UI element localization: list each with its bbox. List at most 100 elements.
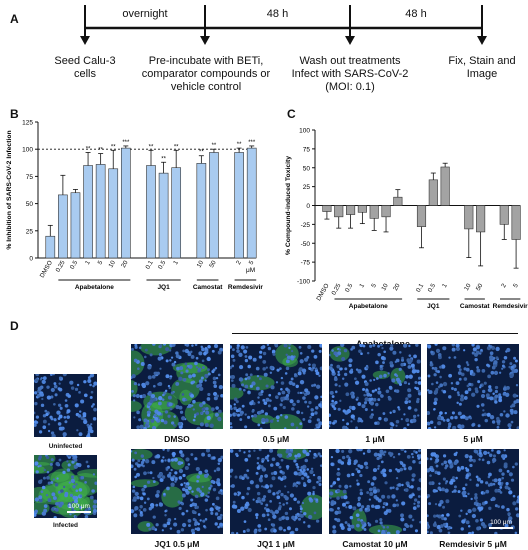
nucleus [433,426,437,429]
nucleus [75,483,78,486]
nucleus [69,380,74,385]
nucleus [427,521,429,524]
nucleus [233,397,238,402]
nucleus [253,414,258,418]
nucleus [455,344,460,348]
nucleus [156,490,161,494]
nucleus [498,398,503,403]
nucleus [482,389,486,394]
nucleus [67,455,71,457]
nucleus [498,468,503,473]
nucleus [299,513,304,518]
micrograph-uninfected [34,374,97,437]
nucleus [41,485,46,490]
nucleus [255,516,259,519]
nucleus [170,421,175,425]
nucleus [304,357,309,362]
nucleus [230,425,233,429]
nucleus [446,418,450,422]
nucleus [345,392,350,397]
micrograph-7: 100 μm [427,449,519,534]
nucleus [43,504,48,508]
nucleus [362,452,366,455]
nucleus [427,411,431,415]
nucleus [255,366,260,371]
nucleus [132,485,136,489]
nucleus [372,468,378,473]
nucleus [204,347,208,350]
nucleus [506,347,511,353]
nucleus [181,512,185,516]
nucleus [196,475,200,479]
nucleus [489,396,494,401]
nucleus [178,476,183,480]
nucleus [198,470,203,475]
nucleus [494,389,498,394]
nucleus [190,350,193,354]
nucleus [134,475,137,479]
nucleus [479,518,484,522]
nucleus [363,393,367,397]
nucleus [143,426,147,429]
nucleus [478,458,481,461]
nucleus [495,356,499,360]
nucleus [205,449,211,453]
micrograph-6-svg [329,449,421,534]
nucleus [148,407,151,411]
nucleus [392,455,396,459]
interval-label-48h-1: 48 h [266,8,289,20]
nucleus [430,350,433,354]
nucleus [256,491,261,496]
nucleus [439,365,443,369]
nucleus [479,480,484,484]
nucleus [314,411,318,415]
nucleus [147,471,150,474]
nucleus [77,503,80,506]
bar [83,165,93,259]
nucleus [210,511,214,515]
nucleus [413,450,416,453]
nucleus [349,485,352,488]
micrograph-0 [131,344,223,429]
nucleus [146,410,151,415]
infection-stain [276,449,309,460]
nucleus [198,351,203,356]
bar [346,205,356,215]
nucleus [494,488,499,493]
nucleus [197,367,202,372]
nucleus [491,365,496,370]
nucleus [377,467,380,470]
nucleus [242,530,246,533]
nucleus [85,460,89,464]
nucleus [429,420,434,425]
nucleus [204,379,207,382]
nucleus [501,367,504,370]
infection-stain [329,489,348,498]
nucleus [368,487,373,492]
nucleus [258,449,262,452]
micrograph-4-svg [131,449,223,534]
nucleus [74,403,79,408]
nucleus [377,398,381,402]
nucleus [494,385,499,390]
nucleus [344,382,349,387]
nucleus [408,354,412,357]
nucleus [193,415,197,418]
nucleus [204,498,209,502]
nucleus [336,364,341,369]
nucleus [351,345,356,350]
nucleus [178,468,184,474]
nucleus [170,468,173,472]
nucleus [395,358,400,363]
nucleus [230,413,233,417]
nucleus [230,365,232,370]
nucleus [255,386,260,391]
nucleus [283,494,287,499]
nucleus [456,391,460,394]
nucleus [501,364,505,368]
nucleus [205,410,210,415]
nucleus [315,371,320,376]
nucleus [35,470,39,474]
micrograph-7-svg: 100 μm [427,449,519,534]
nucleus [67,394,71,398]
